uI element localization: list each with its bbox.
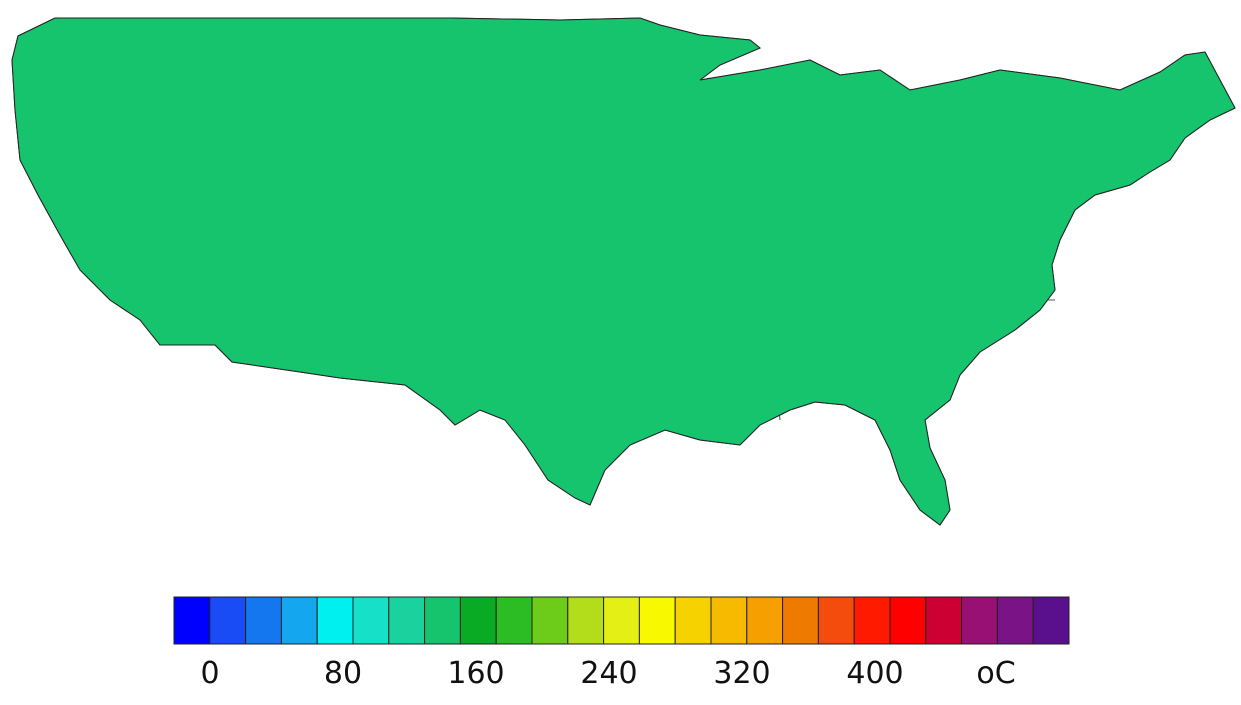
legend-swatch [996, 596, 1034, 645]
legend-swatch [674, 596, 712, 645]
legend-swatch [245, 596, 282, 645]
legend-swatch [567, 596, 605, 645]
legend-swatch [388, 596, 426, 645]
legend-swatches [173, 596, 1070, 645]
legend-swatch [316, 596, 354, 645]
legend-swatch [710, 596, 748, 645]
legend-swatch [280, 596, 318, 645]
legend-tick-label: 400 [846, 656, 903, 691]
legend-swatch [853, 596, 891, 645]
legend-tick-label: 160 [447, 656, 504, 691]
legend-swatch [925, 596, 963, 645]
legend-unit-label: oC [976, 656, 1015, 691]
legend-swatch [352, 596, 390, 645]
legend-swatch [817, 596, 855, 645]
legend-ticks: 0 80 160 240 320 400 [200, 656, 903, 691]
legend-swatch [209, 596, 247, 645]
legend-swatch [531, 596, 569, 645]
legend-swatch [173, 596, 211, 645]
legend-swatch [782, 596, 819, 645]
legend-tick-label: 240 [580, 656, 637, 691]
us-climate-map [11, 17, 1236, 526]
legend-swatch [746, 596, 784, 645]
color-legend: 0 80 160 240 320 400 oC [173, 596, 1070, 691]
legend-swatch [603, 596, 640, 645]
legend-swatch [638, 596, 676, 645]
legend-tick-label: 0 [200, 656, 219, 691]
legend-swatch [889, 596, 927, 645]
legend-swatch [424, 596, 461, 645]
legend-tick-label: 320 [713, 656, 770, 691]
legend-swatch [1032, 596, 1070, 645]
legend-swatch [495, 596, 533, 645]
legend-swatch [459, 596, 497, 645]
legend-tick-label: 80 [324, 656, 362, 691]
legend-swatch [961, 596, 998, 645]
